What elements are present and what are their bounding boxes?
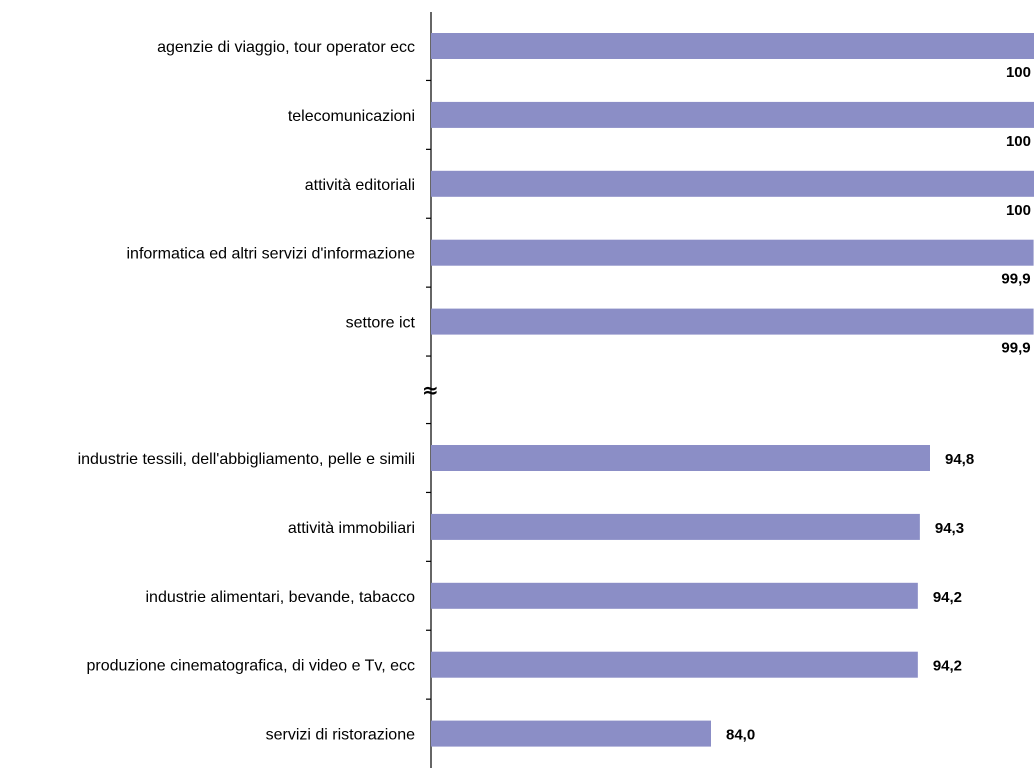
value-label: 84,0 — [726, 727, 755, 744]
value-label: 99,9 — [1001, 340, 1030, 357]
bar — [431, 33, 1034, 59]
axis-ticks — [426, 79, 431, 700]
bar — [431, 239, 1034, 266]
category-label: agenzie di viaggio, tour operator ecc — [157, 39, 415, 56]
bar — [431, 651, 918, 678]
value-label: 99,9 — [1001, 271, 1030, 288]
value-label: 94,2 — [933, 658, 962, 675]
value-label: 100 — [1006, 202, 1031, 219]
category-label: telecomunicazioni — [288, 108, 415, 125]
category-label: produzione cinematografica, di video e T… — [87, 658, 415, 675]
category-label: attività immobiliari — [288, 520, 415, 537]
axis-break-mark: ≈ — [422, 378, 439, 402]
bar — [431, 720, 711, 747]
bar — [431, 170, 1034, 197]
category-label: industrie alimentari, bevande, tabacco — [146, 589, 416, 606]
bar — [431, 308, 1034, 335]
value-label: 94,3 — [935, 520, 964, 537]
bar — [431, 101, 1034, 128]
category-label: attività editoriali — [305, 177, 415, 194]
category-label: informatica ed altri servizi d'informazi… — [127, 246, 416, 263]
bar — [431, 513, 920, 540]
value-label: 100 — [1006, 133, 1031, 150]
value-labels: 100 100 100 99,9 99,9 94,8 94,3 94,2 94,2 84,0 — [726, 64, 1031, 744]
value-label: 94,8 — [945, 451, 974, 468]
bar — [431, 445, 930, 471]
category-label: settore ict — [346, 315, 416, 332]
category-label: servizi di ristorazione — [266, 727, 415, 744]
value-label: 94,2 — [933, 589, 962, 606]
value-label: 100 — [1006, 64, 1031, 81]
category-label: industrie tessili, dell'abbigliamento, p… — [78, 451, 415, 468]
bar — [431, 582, 918, 609]
category-labels: agenzie di viaggio, tour operator ecc tel… — [78, 39, 416, 744]
bars — [431, 33, 1034, 747]
